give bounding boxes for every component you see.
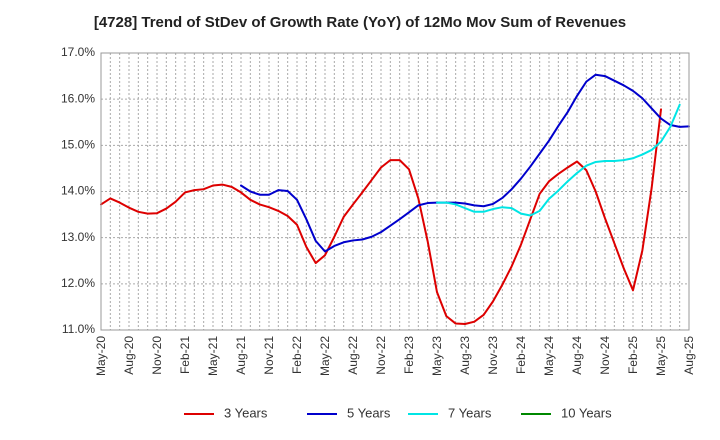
legend-label-3-years: 3 Years — [224, 405, 268, 420]
chart-title: [4728] Trend of StDev of Growth Rate (Yo… — [93, 14, 627, 31]
y-tick-label: 12.0% — [61, 276, 95, 290]
x-tick-label: May-20 — [94, 336, 108, 376]
legend-label-5-years: 5 Years — [347, 405, 391, 420]
x-tick-label: Feb-23 — [402, 336, 416, 374]
x-tick-label: May-25 — [654, 336, 668, 376]
x-tick-label: May-21 — [206, 336, 220, 376]
y-tick-label: 16.0% — [61, 91, 95, 105]
x-tick-label: Feb-22 — [290, 336, 304, 374]
x-tick-label: Nov-22 — [374, 336, 388, 375]
x-tick-label: May-22 — [318, 336, 332, 376]
y-tick-label: 15.0% — [61, 138, 95, 152]
x-tick-label: Nov-23 — [486, 336, 500, 375]
x-tick-label: Aug-22 — [346, 336, 360, 375]
plot-border — [100, 52, 690, 331]
x-tick-label: Feb-24 — [514, 336, 528, 374]
series-line-3-years — [100, 108, 662, 325]
series-line-5-years — [240, 73, 690, 253]
legend: 3 Years 5 Years 7 Years 10 Years — [184, 405, 612, 420]
x-tick-label: Aug-21 — [234, 336, 248, 375]
x-tick-label: Feb-25 — [626, 336, 640, 374]
legend-label-10-years: 10 Years — [561, 405, 612, 420]
x-tick-label: Aug-23 — [458, 336, 472, 375]
y-tick-label: 11.0% — [62, 322, 95, 336]
x-tick-label: Feb-21 — [178, 336, 192, 374]
x-tick-label: Nov-24 — [598, 336, 612, 375]
x-tick-label: Aug-20 — [122, 336, 136, 375]
x-tick-label: Aug-24 — [570, 336, 584, 375]
x-tick-label: May-23 — [430, 336, 444, 376]
series-line-7-years — [436, 103, 681, 217]
x-tick-label: Nov-21 — [262, 336, 276, 375]
legend-label-7-years: 7 Years — [448, 405, 492, 420]
y-tick-label: 13.0% — [61, 230, 95, 244]
y-tick-label: 14.0% — [61, 184, 95, 198]
y-tick-label: 17.0% — [61, 45, 95, 59]
x-tick-label: Aug-25 — [682, 336, 696, 375]
x-tick-label: May-24 — [542, 336, 556, 376]
x-tick-label: Nov-20 — [150, 336, 164, 375]
